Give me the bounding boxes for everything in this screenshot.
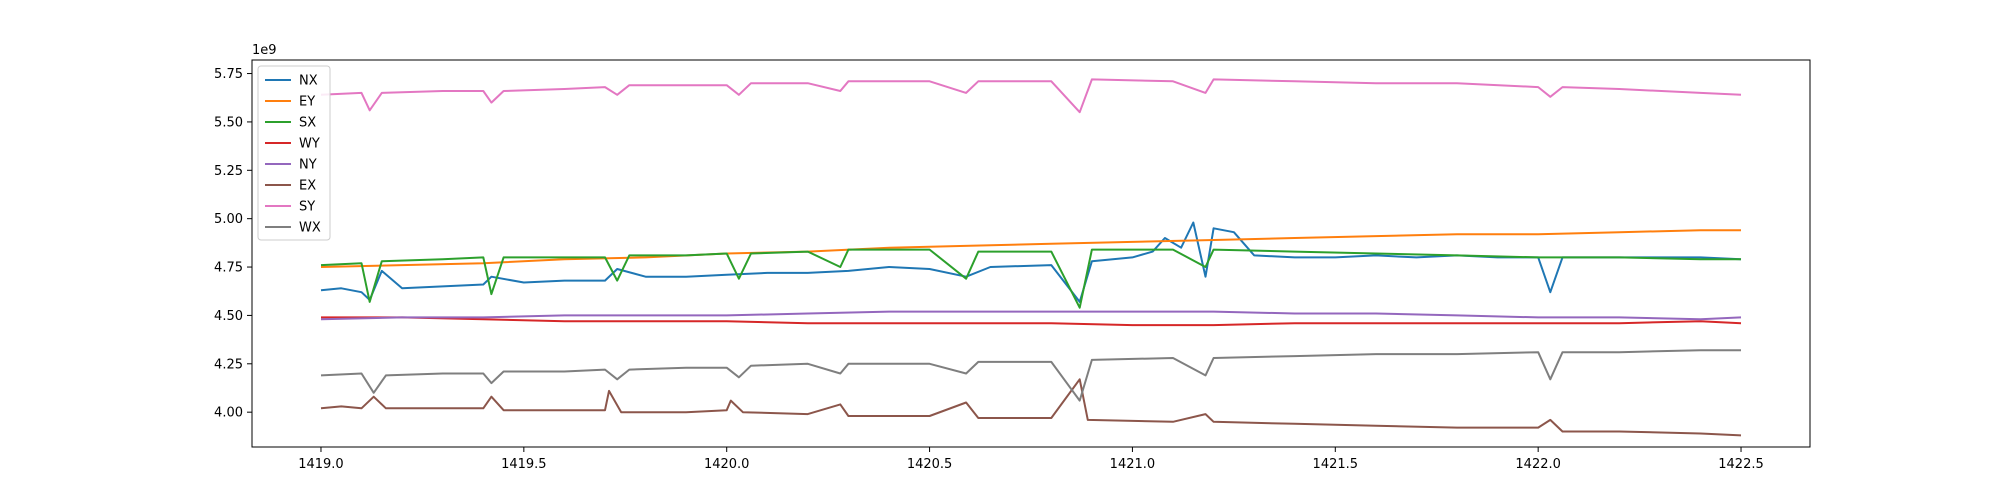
series-line-sx (320, 248, 1741, 309)
series-line-wx (320, 349, 1741, 402)
series-line-wy (321, 316, 1742, 327)
y-tick-label: 5.50 (214, 115, 243, 130)
legend-label-ny: NY (299, 158, 317, 173)
x-tick-label: 1420.0 (704, 457, 750, 472)
legend-label-sy: SY (299, 200, 315, 215)
x-tick-label: 1422.0 (1515, 457, 1561, 472)
legend: NX EY SX WY NY EX SY WX (257, 65, 331, 241)
y-tick-label: 5.00 (214, 212, 243, 227)
plot-area-frame (251, 59, 1811, 448)
legend-label-wy: WY (299, 137, 320, 152)
x-tick-label: 1419.0 (298, 457, 344, 472)
legend-label-wx: WX (299, 221, 321, 236)
series-line-ny (320, 310, 1742, 321)
y-tick-label: 4.25 (214, 357, 243, 372)
legend-box (257, 65, 331, 241)
y-tick-label: 4.50 (214, 309, 243, 324)
x-tick-label: 1419.5 (501, 457, 547, 472)
x-tick-label: 1420.5 (907, 457, 953, 472)
x-tick-label: 1422.5 (1718, 457, 1764, 472)
legend-label-ey: EY (299, 95, 315, 110)
legend-label-sx: SX (299, 116, 316, 131)
x-tick-label: 1421.5 (1313, 457, 1359, 472)
y-tick-label: 4.00 (214, 406, 243, 421)
series-line-ex (320, 378, 1742, 437)
y-tick-label: 4.75 (214, 261, 243, 276)
y-tick-label: 5.25 (214, 164, 243, 179)
legend-label-nx: NX (299, 74, 318, 89)
y-axis-offset-label: 1e9 (252, 43, 277, 58)
series-line-ey (320, 229, 1741, 268)
x-axis: 1419.0 1419.5 1420.0 1420.5 1421.0 1421.5 1422… (298, 447, 1764, 472)
series-line-sy (320, 78, 1742, 114)
x-tick-label: 1421.0 (1110, 457, 1156, 472)
series-layer (320, 78, 1742, 437)
legend-label-ex: EX (299, 179, 316, 194)
y-tick-label: 5.75 (214, 67, 243, 82)
y-axis: 4.00 4.25 4.50 4.75 5.00 5.25 5.50 5.75 (214, 67, 252, 421)
